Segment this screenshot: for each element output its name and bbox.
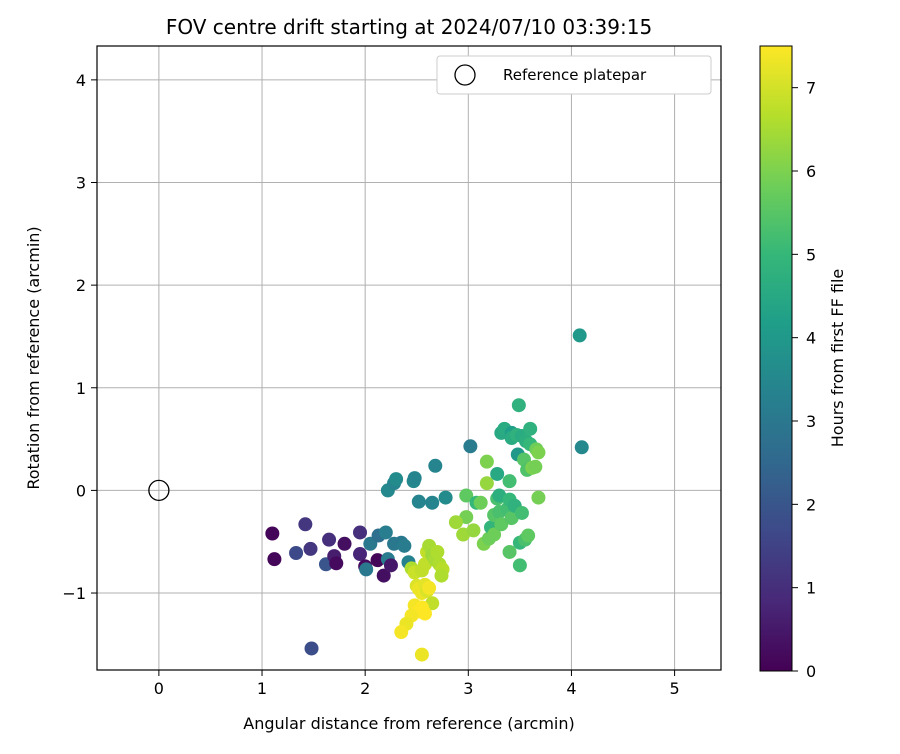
data-point	[448, 515, 463, 530]
data-point	[267, 552, 282, 567]
data-point	[521, 528, 536, 543]
y-tick-label: 2	[76, 276, 86, 295]
data-point	[487, 527, 502, 542]
colorbar-tick-label: 7	[806, 79, 816, 98]
data-point	[376, 568, 391, 583]
data-point	[265, 526, 280, 541]
data-point	[466, 523, 481, 538]
colorbar-gradient	[759, 45, 793, 672]
data-point	[511, 398, 526, 413]
data-point	[298, 517, 313, 532]
data-point	[430, 544, 445, 559]
colorbar-tick-label: 6	[806, 162, 816, 181]
legend-marker	[454, 64, 476, 86]
colorbar: 0 1 2 3 4 5 6 7 Hours from first FF file	[759, 45, 847, 681]
x-tick-label: 4	[566, 679, 576, 698]
data-point	[463, 439, 478, 454]
data-point	[502, 474, 517, 489]
data-point	[303, 541, 318, 556]
x-tick-label: 1	[257, 679, 267, 698]
data-point	[394, 625, 409, 640]
y-tick-label: 4	[76, 71, 86, 90]
data-point	[528, 459, 543, 474]
data-point	[397, 538, 412, 553]
data-point	[531, 490, 546, 505]
legend-entry-reference-platepar: Reference platepar	[503, 66, 647, 84]
colorbar-tick-label: 1	[806, 579, 816, 598]
data-point	[425, 495, 440, 510]
x-tick-label: 5	[669, 679, 679, 698]
data-point	[414, 647, 429, 662]
legend: Reference platepar	[436, 55, 712, 95]
x-tick-label: 2	[360, 679, 370, 698]
data-point	[459, 488, 474, 503]
data-point	[422, 580, 437, 595]
data-point	[370, 553, 385, 568]
colorbar-tick-label: 3	[806, 412, 816, 431]
axes-frame	[96, 45, 722, 671]
x-tick-label: 0	[154, 679, 164, 698]
y-axis-label: Rotation from reference (arcmin)	[24, 226, 43, 489]
data-point	[378, 525, 393, 540]
data-point	[353, 547, 368, 562]
data-point	[417, 606, 432, 621]
x-axis-ticks: 0 1 2 3 4 5	[154, 670, 680, 698]
data-point	[383, 558, 398, 573]
reference-point	[148, 479, 170, 502]
data-point	[479, 454, 494, 469]
chart-title: FOV centre drift starting at 2024/07/10 …	[166, 15, 652, 39]
data-point	[329, 556, 344, 571]
data-point	[434, 568, 449, 583]
colorbar-tick-label: 5	[806, 245, 816, 264]
colorbar-label: Hours from first FF file	[828, 269, 847, 448]
data-point	[389, 472, 404, 487]
data-point	[337, 536, 352, 551]
data-point	[512, 558, 527, 573]
y-tick-label: 0	[76, 481, 86, 500]
data-point	[459, 510, 474, 525]
data-point	[407, 471, 422, 486]
x-tick-label: 3	[463, 679, 473, 698]
data-point	[428, 458, 443, 473]
data-point	[502, 544, 517, 559]
data-point	[304, 641, 319, 656]
colorbar-tick-label: 0	[806, 662, 816, 681]
y-tick-label: −1	[62, 584, 86, 603]
data-point	[473, 495, 488, 510]
data-point	[322, 532, 337, 547]
data-point	[479, 476, 494, 491]
reference-marker	[148, 479, 170, 502]
colorbar-tick-label: 2	[806, 495, 816, 514]
y-tick-label: 3	[76, 174, 86, 193]
data-point	[574, 440, 589, 455]
data-point	[504, 511, 519, 526]
data-point	[572, 328, 587, 343]
grid-lines	[97, 46, 721, 670]
data-point	[411, 494, 426, 509]
legend-box	[436, 55, 712, 95]
colorbar-tick-label: 4	[806, 329, 816, 348]
data-point	[514, 505, 529, 520]
x-axis-label: Angular distance from reference (arcmin)	[243, 714, 574, 733]
data-point	[531, 445, 546, 460]
data-point	[523, 421, 538, 436]
y-tick-label: 1	[76, 379, 86, 398]
data-point	[289, 546, 304, 560]
data-point	[438, 490, 453, 505]
data-point	[490, 466, 505, 481]
scatter-points	[265, 328, 589, 662]
y-axis-ticks: −1 0 1 2 3 4	[62, 71, 97, 603]
data-point	[359, 562, 374, 577]
data-point	[494, 517, 509, 532]
data-point	[353, 525, 368, 540]
colorbar-ticks: 0 1 2 3 4 5 6 7	[792, 79, 816, 681]
